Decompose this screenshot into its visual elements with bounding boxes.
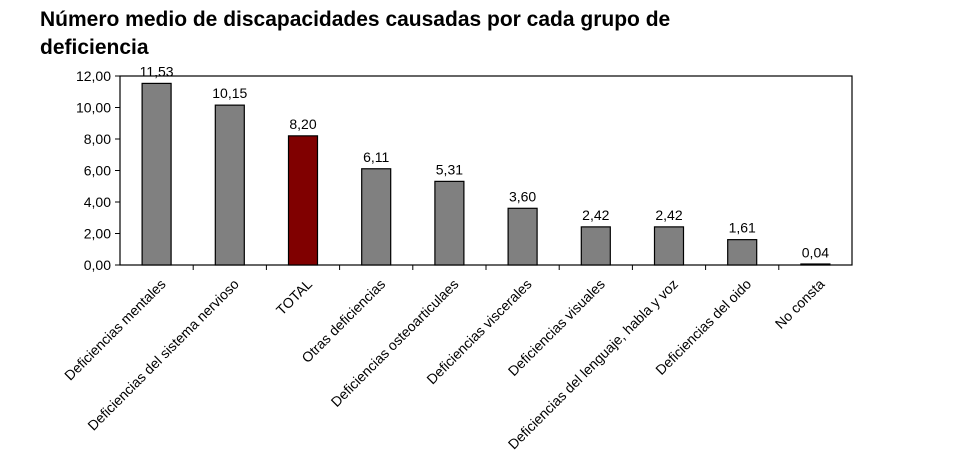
bar <box>507 207 538 266</box>
bar-value-label: 8,20 <box>289 116 316 132</box>
y-tick-label: 12,00 <box>76 68 111 84</box>
bar <box>580 226 611 266</box>
y-tick-label: 2,00 <box>84 226 111 242</box>
bar <box>653 226 685 266</box>
bar <box>141 82 172 266</box>
y-tick-label: 0,00 <box>84 257 111 273</box>
bar-value-label: 5,31 <box>436 161 463 177</box>
bar-value-label: 3,60 <box>509 188 536 204</box>
y-tick-label: 6,00 <box>84 163 111 179</box>
y-tick-label: 4,00 <box>84 194 111 210</box>
bar <box>727 239 758 266</box>
bar-value-label: 10,15 <box>212 85 247 101</box>
bar <box>361 168 392 266</box>
bar-value-label: 0,04 <box>802 244 829 260</box>
bar <box>800 263 831 266</box>
x-category-label: Deficiencias osteoarticulaes <box>328 276 462 410</box>
y-tick-label: 8,00 <box>84 131 111 147</box>
bar-value-label: 6,11 <box>363 149 389 165</box>
x-category-label: TOTAL <box>273 276 315 318</box>
bar-value-label: 2,42 <box>655 207 682 223</box>
bar <box>287 135 319 266</box>
bar-value-label: 11,53 <box>140 63 174 79</box>
bar-value-label: 2,42 <box>582 207 609 223</box>
x-category-label: No consta <box>772 276 828 332</box>
bar-value-label: 1,61 <box>729 220 756 236</box>
chart-title: Número medio de discapacidades causadas … <box>40 8 671 59</box>
x-category-label: Deficiencias del sistema nervioso <box>84 276 242 434</box>
bar <box>434 180 465 266</box>
y-tick-label: 10,00 <box>76 100 111 116</box>
bar <box>214 104 245 266</box>
